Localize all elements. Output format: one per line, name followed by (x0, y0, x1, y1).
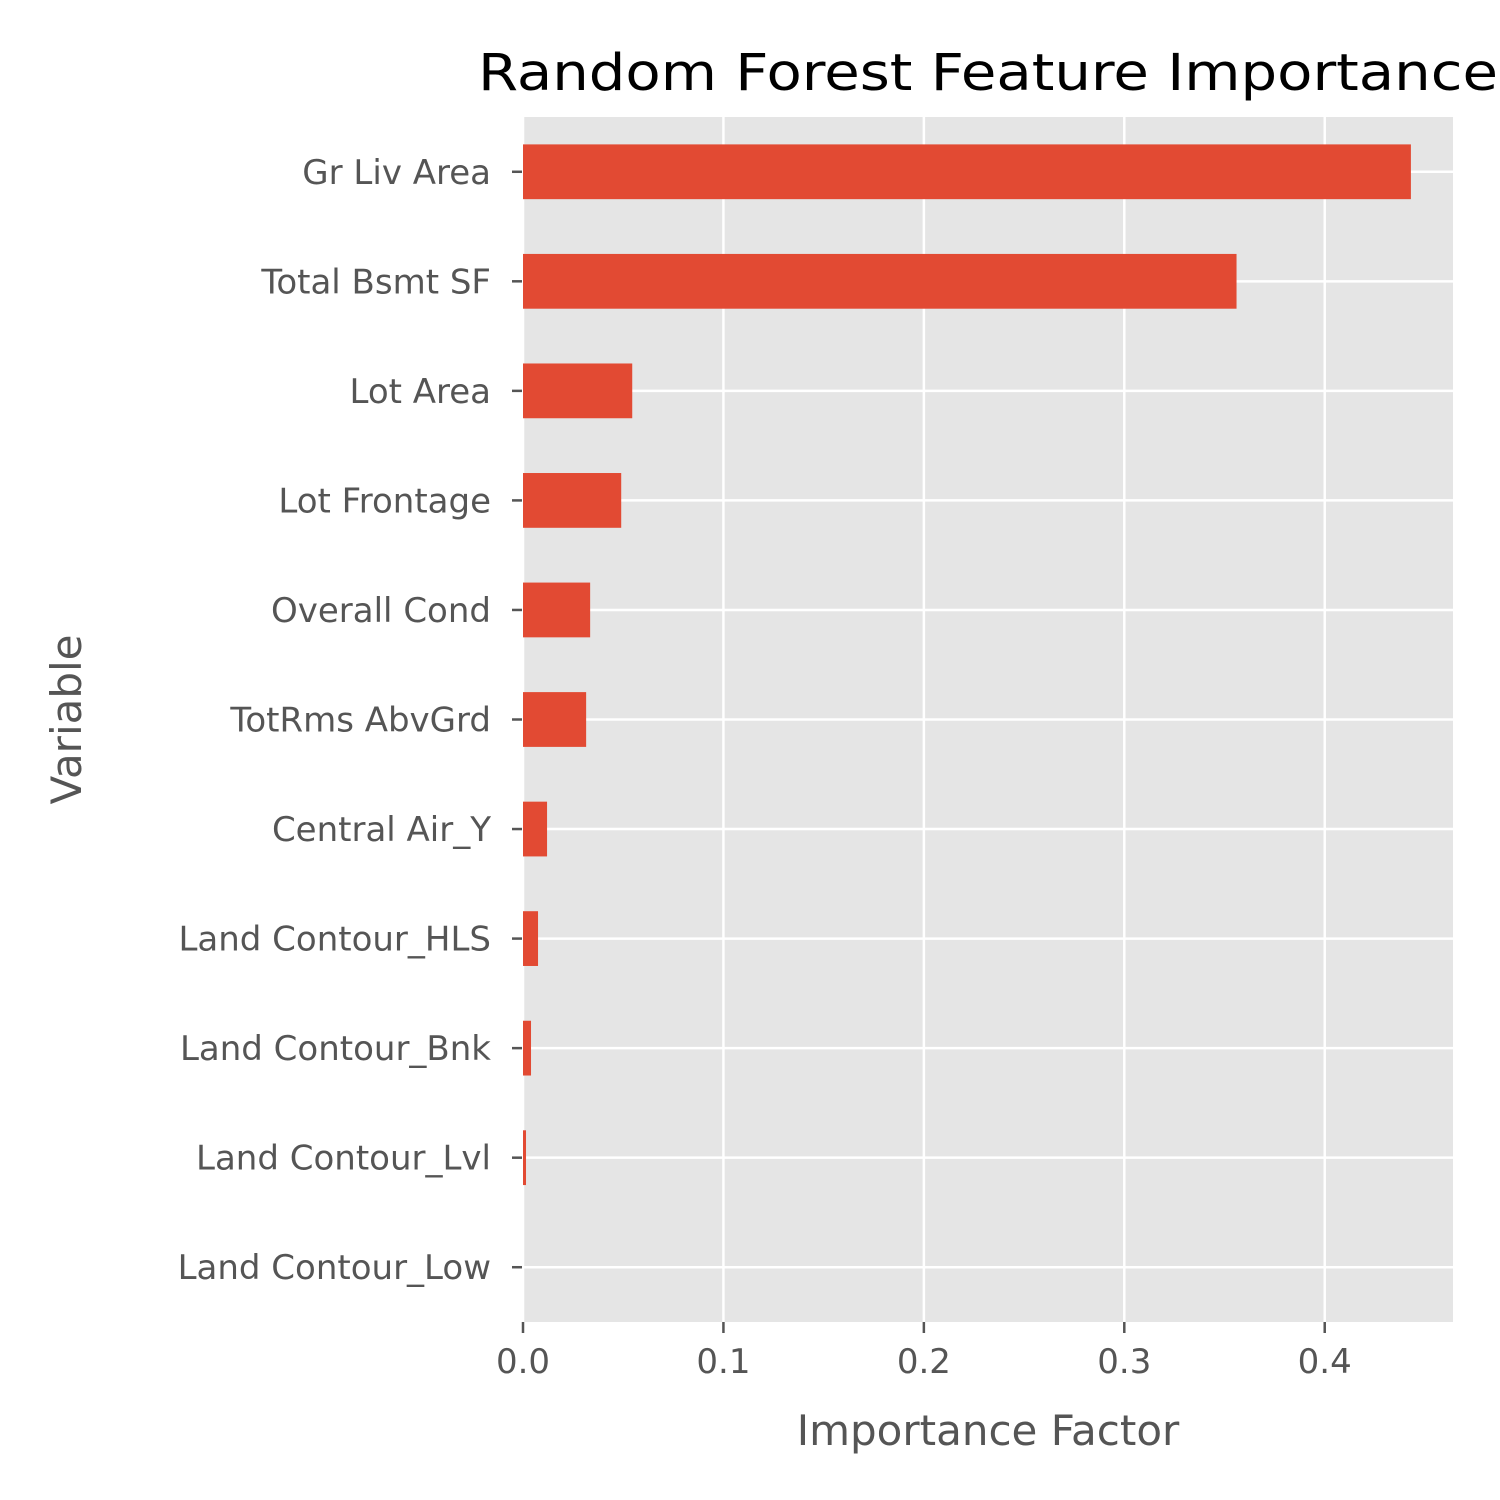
x-tick-label: 0.4 (1298, 1342, 1352, 1382)
bar (523, 692, 587, 747)
x-axis-ticks: 0.0 0.1 0.2 0.3 0.4 (496, 1322, 1352, 1382)
bar (523, 363, 633, 419)
bars (523, 144, 1411, 1186)
y-tick-label: Lot Area (349, 372, 491, 412)
x-axis-title: Importance Factor (797, 1406, 1180, 1455)
y-tick-label: Lot Frontage (278, 481, 491, 521)
x-tick-label: 0.3 (1097, 1342, 1151, 1382)
y-tick-label: Land Contour_Lvl (196, 1139, 491, 1179)
y-tick-label: Central Air_Y (272, 810, 491, 850)
y-tick-label: Total Bsmt SF (260, 262, 491, 302)
bar (523, 144, 1411, 200)
bar (523, 473, 622, 528)
grid-lines (521, 117, 1453, 1322)
bar (523, 1130, 527, 1186)
y-tick-label: Land Contour_HLS (178, 920, 491, 960)
y-tick-label: Land Contour_Bnk (180, 1029, 491, 1069)
x-tick-label: 0.2 (897, 1342, 951, 1382)
bar (523, 801, 548, 857)
bar (523, 1020, 532, 1076)
bar (523, 253, 1237, 309)
x-tick-label: 0.1 (696, 1342, 750, 1382)
y-tick-label: TotRms AbvGrd (229, 701, 491, 741)
y-axis-ticks: Gr Liv Area Total Bsmt SF Lot Area Lot Fron… (178, 153, 522, 1288)
y-tick-label: Land Contour_Low (178, 1248, 491, 1288)
bar (523, 582, 591, 638)
y-tick-label: Overall Cond (271, 591, 491, 631)
y-axis-title: Variable (42, 634, 91, 804)
chart-title: Random Forest Feature Importance (478, 44, 1498, 103)
bar (523, 911, 539, 966)
y-tick-label: Gr Liv Area (302, 153, 491, 193)
x-tick-label: 0.0 (496, 1342, 550, 1382)
